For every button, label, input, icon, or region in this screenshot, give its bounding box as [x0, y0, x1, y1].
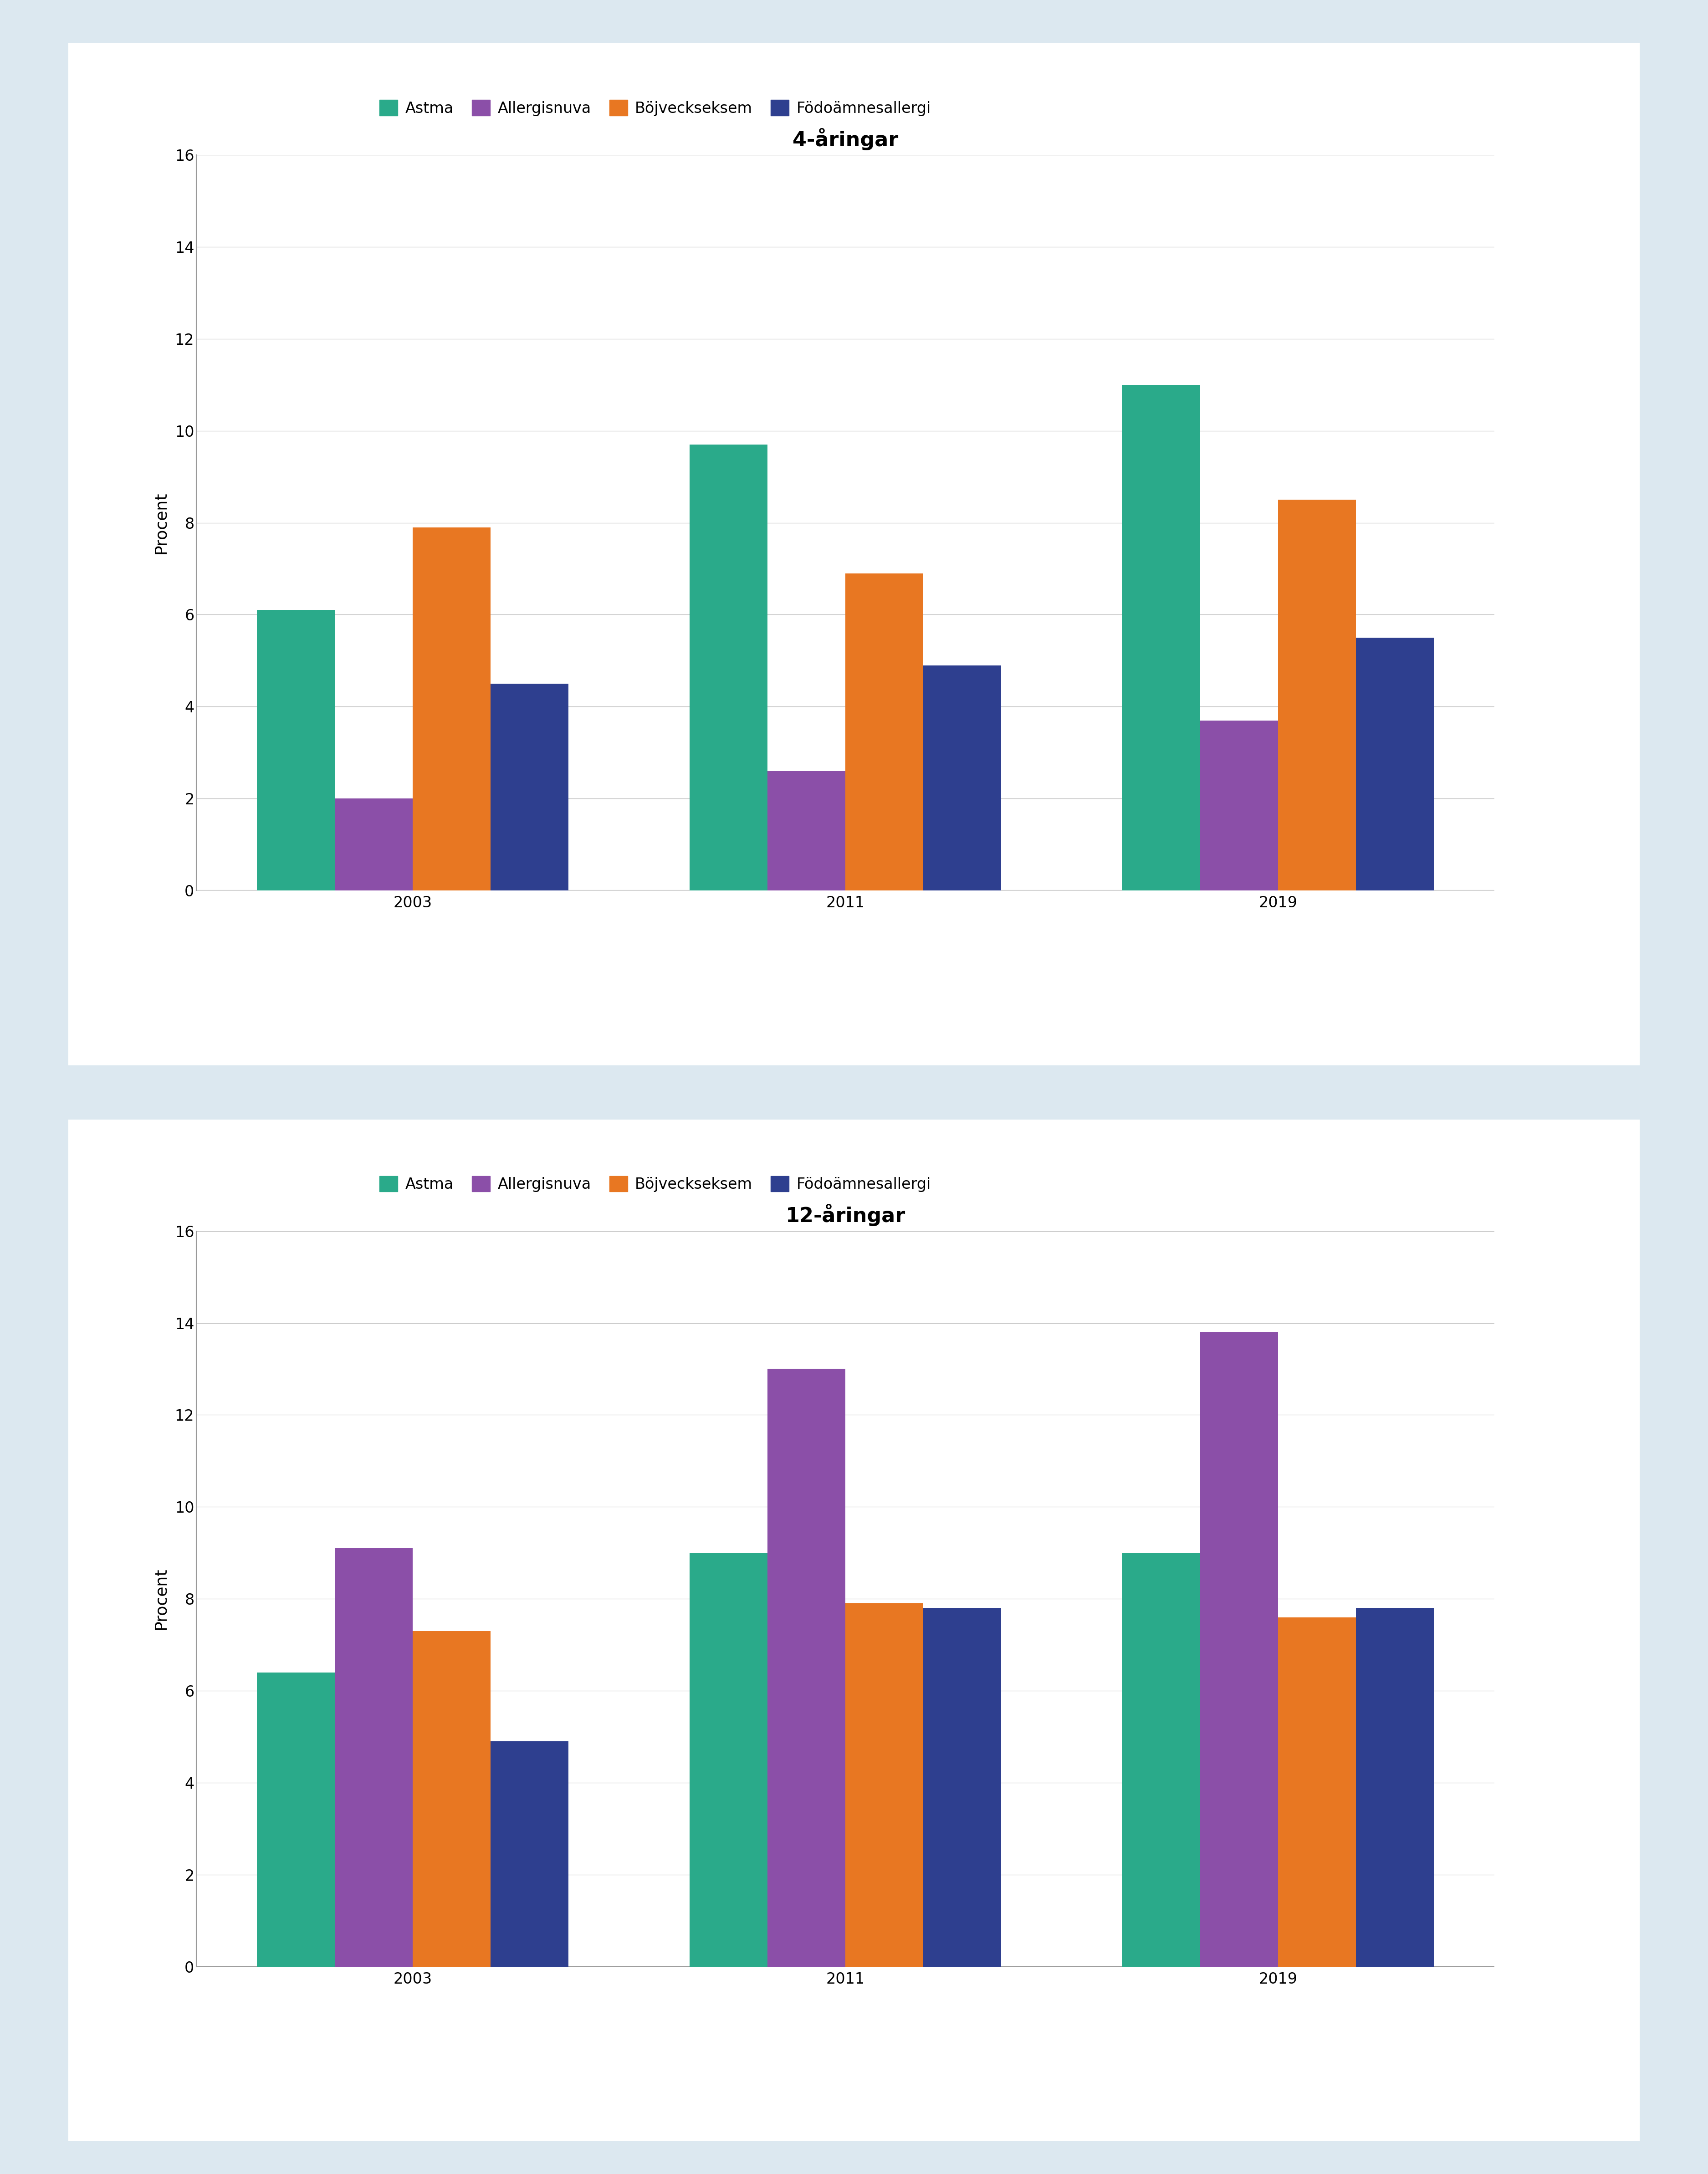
Bar	[767, 772, 845, 891]
Legend: Astma, Allergisnuva, Böjveckseksem, Födoämnesallergi: Astma, Allergisnuva, Böjveckseksem, Födo…	[379, 1176, 931, 1191]
Bar	[413, 528, 490, 891]
Bar	[413, 1630, 490, 1967]
Bar	[1201, 1333, 1278, 1967]
Bar	[1122, 1552, 1201, 1967]
Title: 12-åringar: 12-åringar	[786, 1204, 905, 1226]
Bar	[845, 1604, 924, 1967]
Bar	[335, 798, 413, 891]
Title: 4-åringar: 4-åringar	[793, 128, 898, 150]
Y-axis label: Procent: Procent	[154, 491, 169, 554]
Bar	[845, 574, 924, 891]
Bar	[256, 611, 335, 891]
Bar	[690, 443, 767, 891]
Bar	[924, 665, 1001, 891]
Bar	[335, 1548, 413, 1967]
Bar	[1278, 500, 1356, 891]
Bar	[767, 1370, 845, 1967]
Bar	[1356, 637, 1435, 891]
Bar	[924, 1609, 1001, 1967]
Bar	[1122, 385, 1201, 891]
Bar	[1201, 720, 1278, 891]
Bar	[490, 683, 569, 891]
Legend: Astma, Allergisnuva, Böjveckseksem, Födoämnesallergi: Astma, Allergisnuva, Böjveckseksem, Födo…	[379, 100, 931, 115]
Bar	[490, 1741, 569, 1967]
Bar	[690, 1552, 767, 1967]
Y-axis label: Procent: Procent	[154, 1567, 169, 1630]
Bar	[1278, 1617, 1356, 1967]
Bar	[256, 1672, 335, 1967]
Bar	[1356, 1609, 1435, 1967]
